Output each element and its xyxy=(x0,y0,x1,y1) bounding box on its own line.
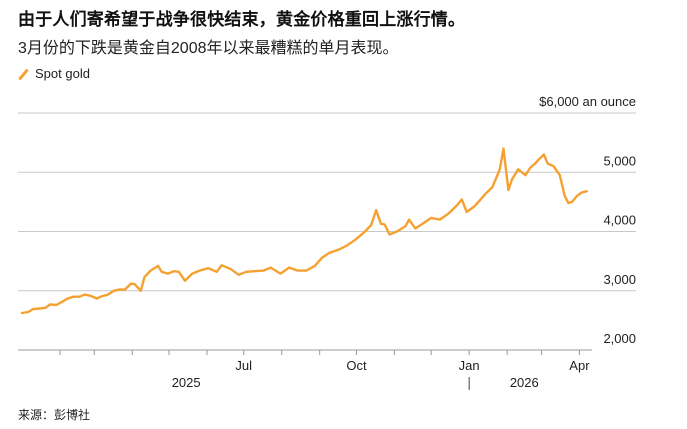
chart-subtitle: 3月份的下跌是黄金自2008年以来最糟糕的单月表现。 xyxy=(18,40,399,57)
year-label-2026: 2026 xyxy=(510,375,539,390)
series-layer xyxy=(20,147,588,315)
chart-title: 由于人们寄希望于战争很快结束，黄金价格重回上涨行情。 xyxy=(18,10,466,29)
y-tick-label-3000: 3,000 xyxy=(603,272,636,287)
source-note: 来源：彭博社 xyxy=(18,408,91,422)
legend-label-spot-gold: Spot gold xyxy=(35,66,90,81)
y-tick-label-4000: 4,000 xyxy=(603,213,636,228)
series-line-spot-gold xyxy=(20,147,588,315)
legend: Spot gold xyxy=(18,66,90,82)
year-label-2025: 2025 xyxy=(172,375,201,390)
y-tick-label-5000: 5,000 xyxy=(603,153,636,168)
y-tick-label-2000: 2,000 xyxy=(603,331,636,346)
axis-labels: 2,000 3,000 4,000 5,000 $6,000 an ounce Jul Oc… xyxy=(172,94,636,390)
x-tick-label-apr: Apr xyxy=(569,358,590,373)
y-tick-label-6000: $6,000 an ounce xyxy=(539,94,636,109)
x-tick-label-jan: Jan xyxy=(459,358,480,373)
x-tick-label-jul: Jul xyxy=(235,358,252,373)
x-tick-label-oct: Oct xyxy=(346,358,367,373)
grid-lines xyxy=(18,112,636,292)
x-axis xyxy=(18,349,592,390)
